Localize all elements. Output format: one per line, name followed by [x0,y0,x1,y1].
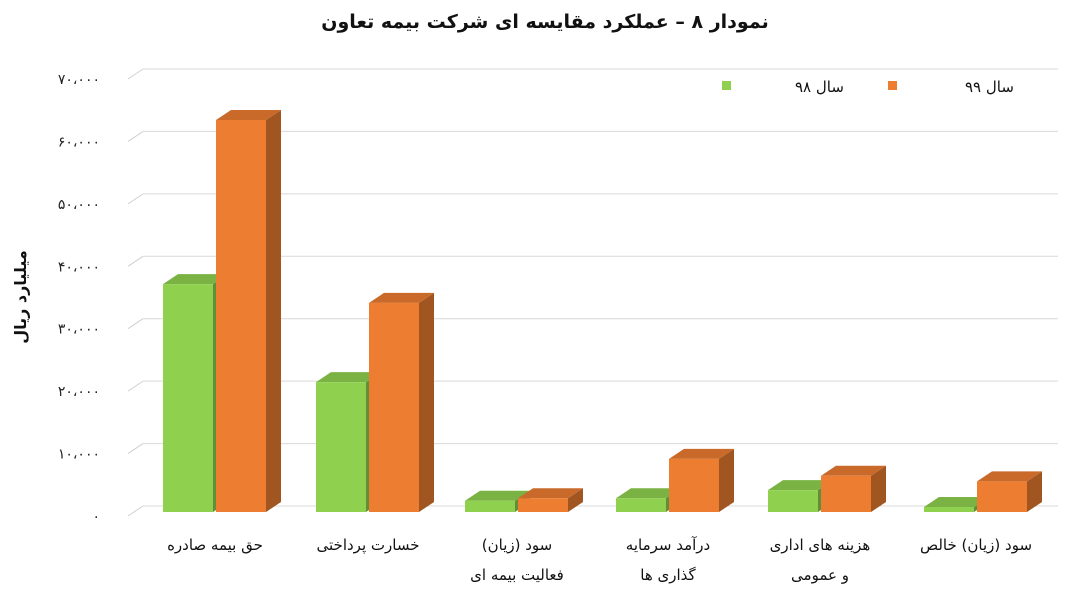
category-label: سود (زیان) [482,536,552,554]
bar-top [216,109,281,120]
y-axis-label: میلیارد ریال [11,250,30,344]
bar-front [821,475,871,512]
bar-99-4 [821,465,886,512]
y-tick-label: ۳۰،۰۰۰ [58,322,100,338]
gridline-diag [127,380,144,392]
y-tick-label: ۱۰،۰۰۰ [58,447,100,463]
chart-title: نمودار ۸ – عملکرد مقایسه ای شرکت بیمه تع… [321,11,768,33]
category-label: و عمومی [791,566,849,584]
bar-top [316,372,381,383]
bar-front [616,498,666,512]
gridline-diag [127,193,144,205]
y-tick-label: ۶۰،۰۰۰ [58,134,100,150]
bar-top [669,448,734,459]
bar-top [465,490,530,501]
bar-top [821,465,886,476]
gridline-diag [127,318,144,330]
y-tick-label: ۴۰،۰۰۰ [58,259,100,275]
bar-front [924,507,974,512]
bar-side [568,488,583,512]
bar-top [616,488,681,499]
bar-side [1027,471,1042,512]
bar-top [369,292,434,303]
bar-top [924,497,989,508]
legend-swatch [722,81,731,90]
bar-front [216,119,266,512]
gridline-diag [127,505,144,517]
category-label: سود (زیان) خالص [920,536,1032,554]
bar-top [768,480,833,491]
category-label: حق بیمه صادره [167,536,263,554]
bar-side [266,109,281,512]
legend-swatch [888,81,897,90]
bar-99-2 [518,488,583,512]
gridline-diag [127,443,144,454]
legend-label: سال ۹۹ [965,78,1014,96]
legend-label: سال ۹۸ [795,78,844,96]
bar-99-5 [977,471,1042,512]
bar-front [977,481,1027,512]
bar-front [768,490,818,512]
bar-front [316,382,366,512]
bar-99-1 [369,292,434,512]
gridline-diag [127,131,144,142]
category-label: هزینه های اداری [770,536,871,554]
bar-front [369,302,419,512]
bar-top [518,488,583,499]
bar-top [977,471,1042,482]
gridline-diag [127,255,144,267]
category-label: خسارت پرداختی [317,536,420,555]
bar-front [163,284,213,512]
bar-top [163,274,228,285]
grid [127,68,1058,517]
category-label: گذاری ها [640,566,696,584]
category-labels: حق بیمه صادره خسارت پرداختی سود (زیان) فعال… [167,536,1032,584]
bar-side [419,292,434,512]
bar-front [669,458,719,512]
y-tick-label: ۰ [92,509,100,525]
bar-side [719,448,734,512]
bar-front [518,498,568,512]
y-tick-label: ۵۰،۰۰۰ [58,197,100,213]
gridline-diag [127,68,144,80]
y-tick-labels: ۰ ۱۰،۰۰۰ ۲۰،۰۰۰ ۳۰،۰۰۰ ۴۰،۰۰۰ ۵۰،۰۰۰ ۶۰،۰۰۰ ۷۰،… [58,72,100,525]
category-label: درآمد سرمایه [626,536,710,554]
legend: سال ۹۸ سال ۹۹ [722,78,1014,96]
category-label: فعالیت بیمه ای [470,566,564,584]
bar-99-0 [216,109,281,512]
bars [163,109,1042,512]
y-tick-label: ۲۰،۰۰۰ [58,384,100,400]
bar-99-3 [669,448,734,512]
y-tick-label: ۷۰،۰۰۰ [58,72,100,88]
bar-front [465,500,515,512]
bar-side [871,465,886,512]
